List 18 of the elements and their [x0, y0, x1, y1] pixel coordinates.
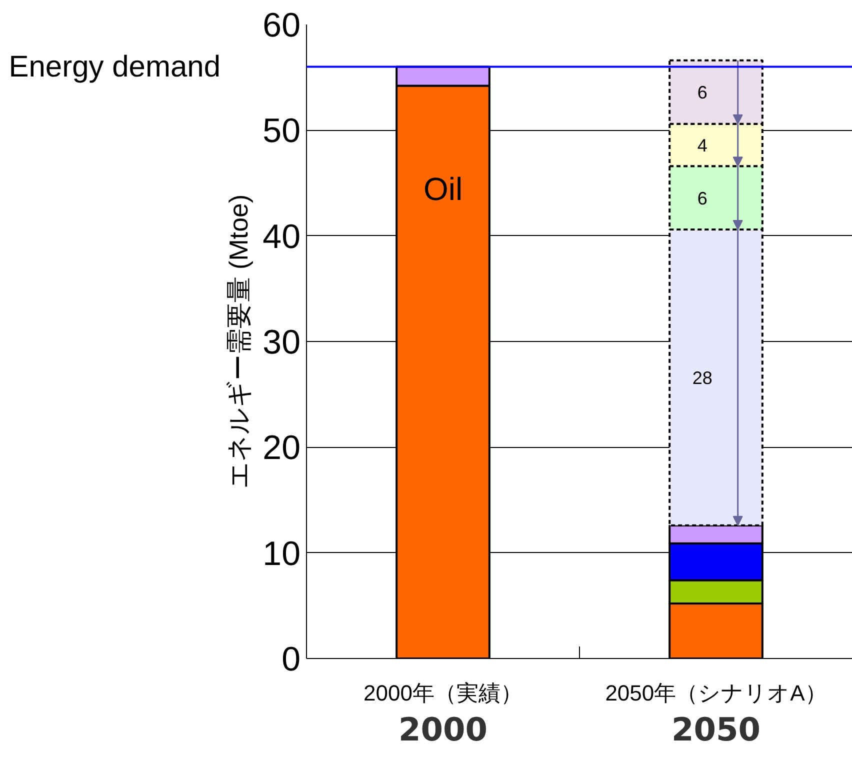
data-label: 28 — [692, 368, 712, 388]
y-axis-title: エネルギー需要量 (Mtoe) — [224, 194, 254, 489]
y-tick-label: 30 — [262, 324, 301, 362]
x-tick-label: 2000年（実績） — [364, 680, 522, 706]
y-tick-label: 0 — [282, 640, 301, 678]
data-label: 4 — [697, 135, 708, 156]
y-tick-label: 10 — [262, 534, 301, 573]
text: 2050 — [671, 710, 761, 748]
y-tick-label: 60 — [262, 6, 301, 44]
data-label: 6 — [697, 188, 708, 208]
y-tick-label: 20 — [262, 429, 301, 468]
x-tick-label: 2050年（シナリオA） — [605, 680, 827, 706]
y-tick-label: 40 — [262, 218, 301, 256]
text: 2000 — [398, 710, 488, 748]
series-label: Oil — [423, 170, 463, 207]
y-tick-label: 50 — [262, 112, 301, 150]
data-label: 6 — [697, 82, 708, 103]
ref-line-label: Energy demand — [8, 50, 221, 84]
